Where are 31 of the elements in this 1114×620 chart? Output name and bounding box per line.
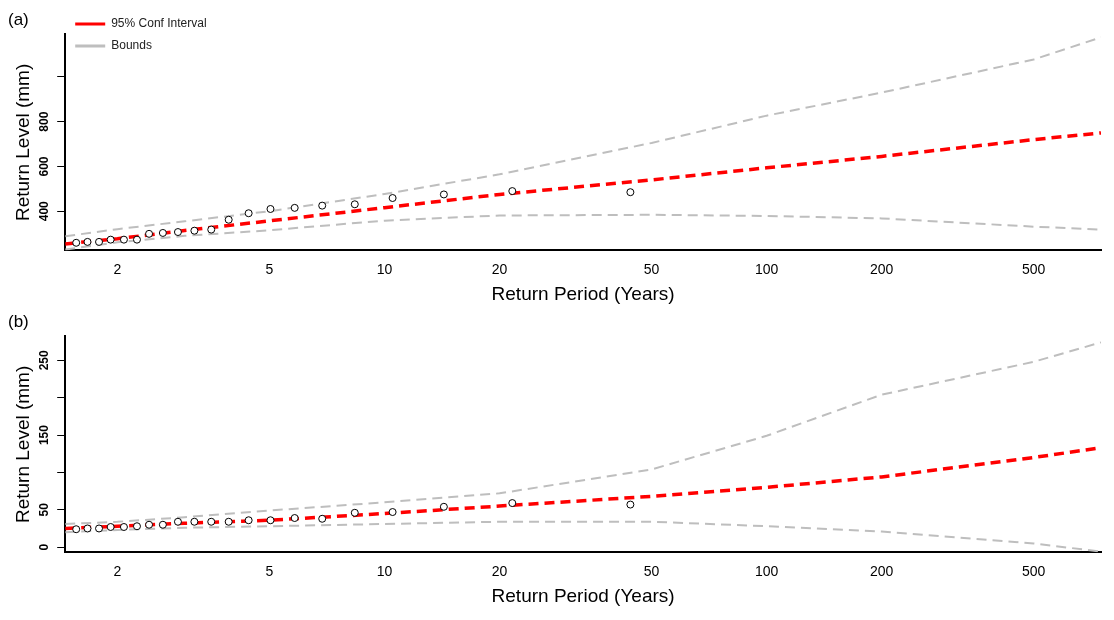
x-tick-label: 100 (754, 562, 779, 579)
x-axis-title: Return Period (Years) (491, 584, 675, 606)
x-tick-label: 100 (754, 260, 779, 277)
y-tick-label: 600 (36, 156, 51, 177)
y-tick-label: 250 (36, 349, 51, 371)
chart-title: (a) (8, 9, 29, 29)
y-tick-label: 800 (36, 111, 51, 132)
x-tick-label: 200 (869, 260, 894, 277)
x-tick-label: 500 (1022, 260, 1046, 277)
x-tick-label: 10 (376, 260, 393, 277)
x-tick-label: 20 (491, 562, 508, 579)
x-tick-label: 5 (265, 260, 274, 277)
legend-label: 95% Conf Interval (111, 16, 207, 31)
x-tick-label: 5 (265, 562, 274, 579)
y-tick-label: 150 (36, 424, 51, 446)
chart-title: (b) (8, 311, 29, 331)
x-tick-label: 50 (643, 562, 660, 579)
x-tick-label: 2 (113, 562, 122, 579)
y-tick-label: 400 (36, 200, 51, 222)
x-axis-title: Return Period (Years) (491, 282, 675, 304)
x-tick-label: 50 (643, 260, 660, 277)
x-tick-label: 200 (869, 562, 894, 579)
x-tick-label: 2 (113, 260, 122, 277)
y-axis-title: Return Level (mm) (11, 365, 33, 524)
y-tick-label: 50 (36, 502, 51, 517)
x-tick-label: 500 (1022, 562, 1046, 579)
x-tick-label: 10 (376, 562, 393, 579)
y-axis-title: Return Level (mm) (11, 63, 33, 222)
legend-label: Bounds (111, 38, 152, 53)
y-tick-label: 0 (36, 543, 51, 551)
x-tick-label: 20 (491, 260, 508, 277)
